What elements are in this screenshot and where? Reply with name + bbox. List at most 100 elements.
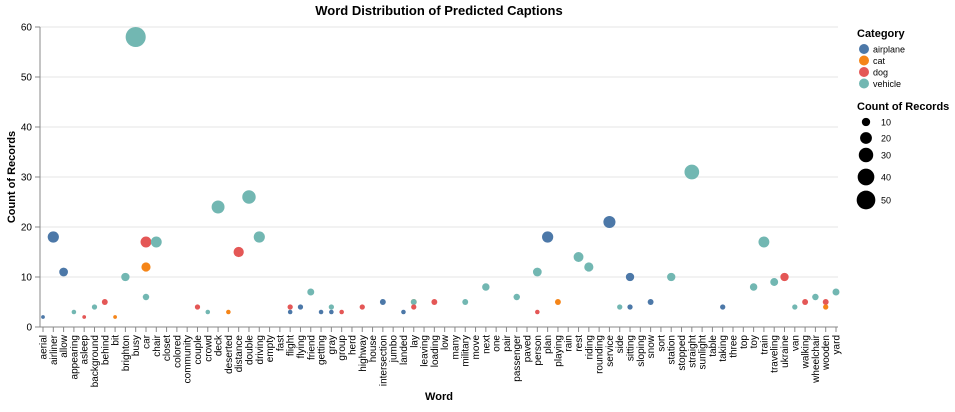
data-point-cat: [226, 309, 231, 315]
x-tick-label: top: [739, 335, 750, 349]
data-point-vehicle: [749, 283, 758, 291]
legend-color-title: Category: [857, 28, 906, 40]
x-tick-label: one: [492, 335, 503, 352]
data-point-airplane: [720, 304, 726, 310]
data-point-vehicle: [328, 304, 335, 310]
x-tick-label: sort: [656, 335, 667, 352]
legend-swatch-vehicle: [859, 78, 869, 89]
data-point-dog: [194, 304, 201, 310]
x-tick-label: crowd: [203, 335, 214, 362]
x-tick-label: rounding: [595, 335, 606, 374]
x-tick-label: table: [708, 335, 719, 357]
data-point-vehicle: [242, 190, 256, 204]
x-tick-label: snow: [646, 334, 657, 358]
legend-size-label: 20: [881, 134, 891, 144]
legend-size-label: 50: [881, 196, 891, 206]
x-tick-label: getting: [317, 335, 328, 365]
legend-size-label: 30: [881, 151, 891, 161]
x-tick-label: herd: [347, 335, 358, 355]
data-point-vehicle: [142, 293, 150, 301]
x-tick-label: sitting: [626, 335, 637, 361]
data-point-vehicle: [792, 304, 798, 310]
x-tick-label: train: [759, 335, 770, 354]
x-tick-label: military: [461, 335, 472, 367]
x-tick-label: toy: [749, 335, 760, 348]
data-point-vehicle: [410, 299, 417, 305]
x-tick-label: car: [141, 334, 152, 349]
x-tick-label: flight: [286, 335, 297, 356]
x-tick-label: intersection: [378, 335, 389, 386]
x-tick-label: yard: [832, 335, 843, 354]
x-tick-label: person: [533, 335, 544, 366]
data-point-dog: [411, 304, 417, 310]
y-tick-label: 20: [21, 223, 33, 234]
x-tick-label: busy: [131, 335, 142, 356]
x-tick-label: riding: [584, 335, 595, 359]
x-tick-label: behind: [100, 335, 111, 365]
y-tick-label: 60: [21, 23, 33, 34]
data-point-vehicle: [770, 278, 779, 286]
data-point-dog: [780, 272, 789, 282]
x-tick-label: ukraine: [780, 335, 791, 368]
data-point-vehicle: [532, 267, 542, 277]
x-tick-label: colored: [172, 335, 183, 368]
x-tick-label: aerial: [39, 335, 50, 359]
data-point-vehicle: [211, 200, 225, 214]
x-tick-label: deck: [214, 334, 225, 356]
data-point-vehicle: [758, 236, 770, 248]
x-tick-label: lay: [409, 335, 420, 348]
x-tick-label: chair: [152, 334, 163, 356]
legend-swatch-cat: [859, 55, 869, 66]
x-tick-label: highway: [358, 335, 369, 372]
y-axis: 0 10 20 30 40 50 60: [21, 23, 41, 334]
data-point-dog: [101, 299, 108, 305]
legend-size-label: 10: [881, 118, 891, 128]
data-point-airplane: [297, 304, 304, 310]
legend-size-circle: [857, 168, 875, 186]
x-tick-label: stopped: [677, 335, 688, 371]
legend-swatch-airplane: [859, 44, 869, 54]
data-point-airplane: [379, 299, 386, 305]
x-tick-label: sunlight: [698, 335, 709, 370]
x-tick-label: loading: [430, 335, 441, 367]
chart-title: Word Distribution of Predicted Captions: [315, 3, 562, 18]
y-axis-title: Count of Records: [6, 131, 18, 223]
x-axis: aerial airliner allow appearing asleep backgr…: [39, 326, 843, 387]
x-tick-label: couple: [193, 335, 204, 365]
x-tick-label: leaving: [420, 335, 431, 367]
data-point-vehicle: [71, 309, 77, 315]
data-point-vehicle: [812, 293, 819, 301]
data-point-airplane: [647, 299, 654, 305]
data-point-vehicle: [253, 231, 265, 243]
x-tick-label: flying: [296, 335, 307, 358]
x-tick-label: brighton: [121, 335, 132, 371]
data-point-dog: [802, 299, 809, 305]
x-tick-label: jumbo: [389, 335, 400, 364]
legend-size-entries: 10 20 30 40 50: [856, 117, 891, 210]
legend-size-circle: [860, 132, 872, 144]
data-point-airplane: [318, 309, 324, 315]
legend-size-circle: [861, 117, 871, 127]
data-point-dog: [431, 299, 438, 305]
data-point-vehicle: [307, 288, 315, 296]
data-point-airplane: [401, 309, 406, 315]
x-tick-label: asleep: [80, 335, 91, 365]
data-point-vehicle: [573, 252, 584, 262]
data-point-airplane: [47, 231, 59, 243]
y-tick-label: 10: [21, 273, 33, 284]
data-point-vehicle: [482, 283, 490, 291]
data-point-airplane: [625, 272, 635, 282]
x-tick-label: rain: [564, 335, 575, 352]
x-tick-label: move: [471, 335, 482, 360]
x-tick-label: community: [183, 335, 194, 383]
data-point-cat: [113, 315, 117, 319]
x-tick-label: wooden: [821, 335, 832, 371]
x-tick-label: bit: [111, 335, 122, 346]
y-tick-label: 40: [21, 123, 33, 134]
x-tick-label: appearing: [69, 335, 80, 379]
x-tick-label: pair: [502, 334, 513, 351]
x-tick-label: paved: [523, 335, 534, 362]
data-point-vehicle: [91, 304, 98, 310]
